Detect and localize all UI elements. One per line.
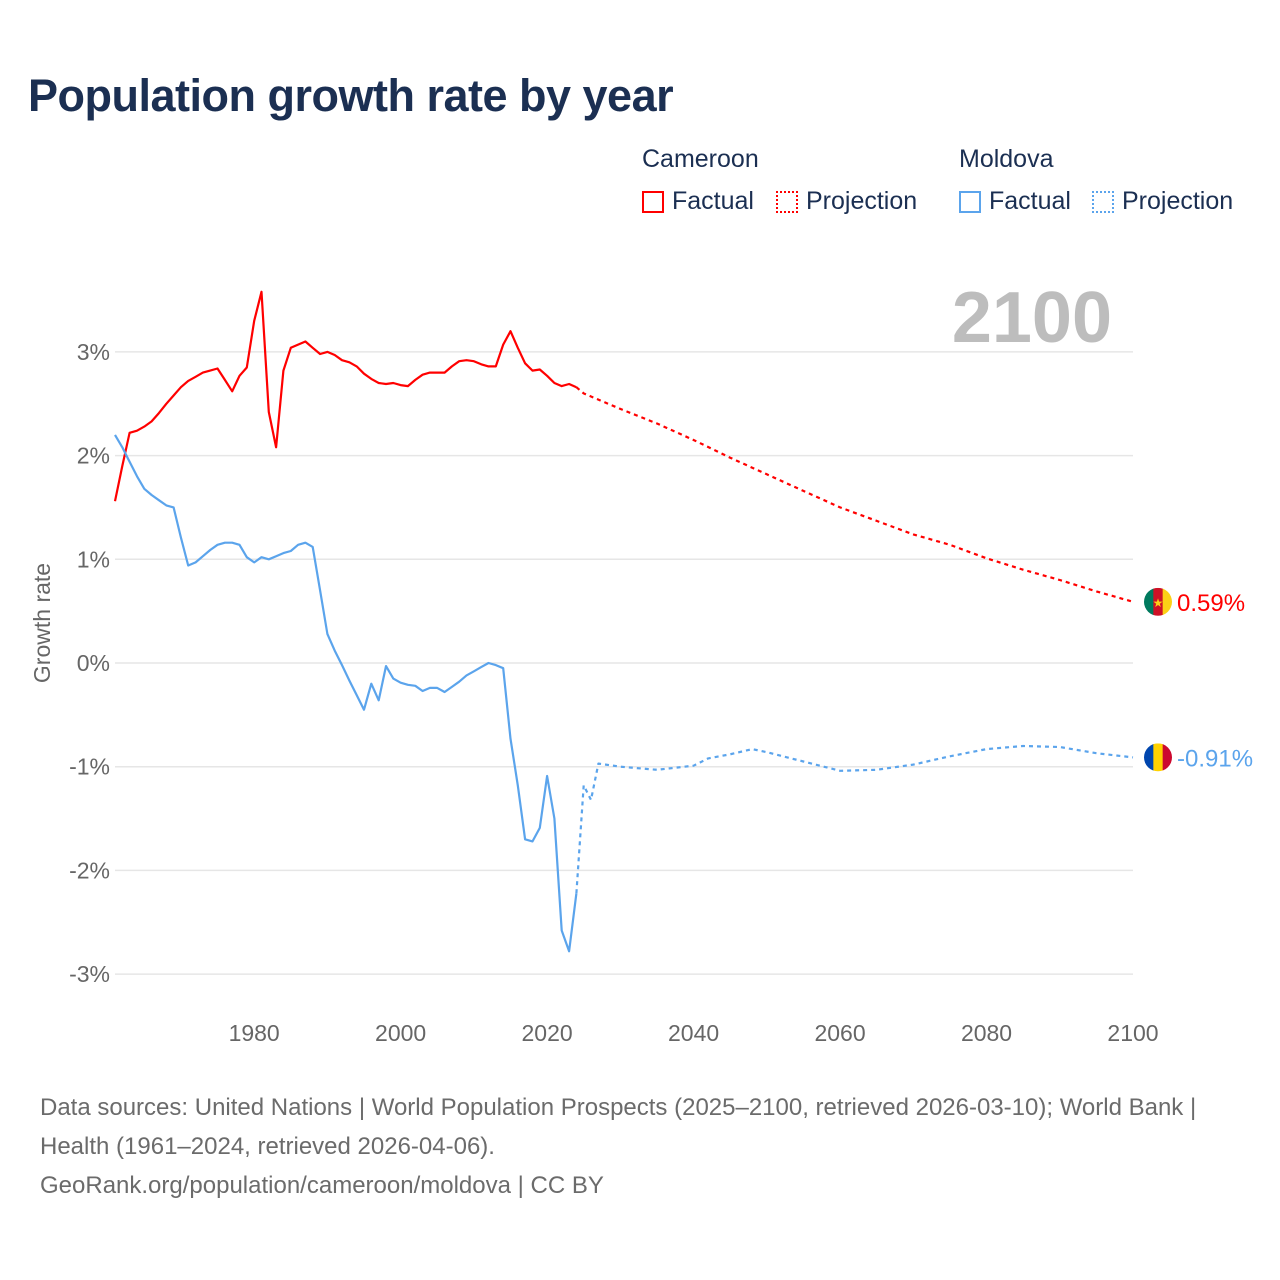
legend-label: Factual — [672, 187, 754, 215]
chart-title: Population growth rate by year — [28, 70, 674, 121]
moldova-end-label: -0.91% — [1177, 745, 1253, 772]
x-tick-label: 2040 — [668, 1020, 719, 1046]
dotted-swatch-icon — [1092, 190, 1114, 213]
year-watermark: 2100 — [952, 278, 1112, 358]
x-tick-label: 2020 — [522, 1020, 573, 1046]
x-tick-label: 2000 — [375, 1020, 426, 1046]
legend-group-moldova: Moldova — [959, 145, 1054, 173]
dotted-swatch-icon — [776, 190, 798, 213]
svg-text:★: ★ — [1153, 596, 1164, 610]
solid-swatch-icon — [959, 190, 981, 213]
legend-moldova-projection[interactable]: Projection — [1092, 187, 1233, 216]
y-tick-label: 3% — [77, 339, 110, 365]
legend-group-cameroon: Cameroon — [642, 145, 759, 173]
y-tick-label: 1% — [77, 546, 110, 572]
legend-label: Projection — [806, 187, 918, 215]
cameroon-projection-line — [575, 386, 1134, 603]
moldova-factual-line — [114, 434, 578, 953]
data-sources: Data sources: United Nations | World Pop… — [40, 1094, 1197, 1160]
x-tick-label: 2060 — [814, 1020, 865, 1046]
footer: Data sources: United Nations | World Pop… — [40, 1088, 1240, 1205]
cameroon-factual-line — [113, 290, 577, 502]
x-tick-label: 1980 — [229, 1020, 280, 1046]
solid-swatch-icon — [642, 190, 664, 213]
cameroon-flag-icon: ★ — [1144, 587, 1172, 616]
legend-label: Factual — [989, 187, 1071, 215]
y-tick-label: -2% — [69, 857, 110, 883]
x-tick-label: 2100 — [1107, 1020, 1158, 1046]
y-tick-label: 0% — [77, 650, 110, 676]
cameroon-end-label: 0.59% — [1177, 590, 1245, 617]
y-tick-label: -1% — [69, 754, 110, 780]
x-tick-label: 2080 — [961, 1020, 1012, 1046]
y-tick-label: -3% — [69, 961, 110, 987]
moldova-flag-icon — [1144, 743, 1172, 772]
attribution-link[interactable]: GeoRank.org/population/cameroon/moldova … — [40, 1172, 604, 1199]
legend-cameroon-projection[interactable]: Projection — [776, 187, 917, 216]
legend-moldova-factual[interactable]: Factual — [959, 187, 1071, 216]
legend-cameroon-factual[interactable]: Factual — [642, 187, 754, 216]
y-tick-label: 2% — [77, 443, 110, 469]
y-axis-label: Growth rate — [29, 563, 55, 683]
legend-label: Projection — [1122, 187, 1234, 215]
